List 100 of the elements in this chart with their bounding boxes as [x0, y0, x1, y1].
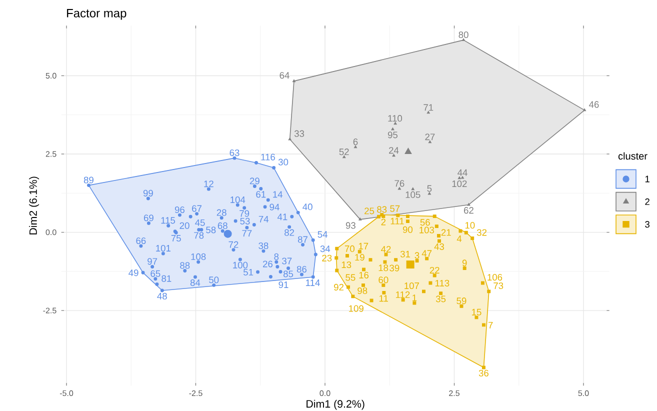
annotation: 14 [273, 191, 282, 198]
annotation: 25 [364, 208, 374, 214]
annotation: 39 [390, 264, 400, 272]
annotation: 85 [283, 270, 294, 278]
annotation: 6 [353, 138, 358, 146]
annotation: 72 [228, 241, 238, 248]
annotation: 68 [218, 222, 228, 230]
annotation: 64 [280, 72, 290, 79]
annotation: 56 [420, 219, 430, 226]
annotation: 111 [390, 218, 404, 224]
annotation: 52 [339, 148, 349, 156]
annotation: 57 [390, 205, 400, 212]
annotation: 10 [465, 222, 475, 229]
annotation: 108 [191, 253, 206, 260]
annotation: 88 [180, 262, 190, 269]
annotation: 89 [84, 176, 94, 184]
annotation: 87 [298, 236, 308, 243]
annotation: 58 [206, 226, 216, 234]
legend-label: 3 [645, 221, 650, 228]
annotation: 62 [464, 207, 474, 214]
annotation: 1 [412, 294, 417, 302]
annotation: 78 [194, 232, 204, 239]
annotation: 50 [209, 276, 219, 284]
annotation: 71 [424, 104, 434, 111]
annotation: 83 [377, 206, 387, 213]
annotation: 2 [381, 218, 386, 226]
annotation: 109 [349, 305, 364, 312]
annotation: 9 [462, 260, 467, 266]
x-tick-label: -2.5 [189, 390, 202, 396]
x-axis-title: Dim1 (9.2%) [306, 400, 364, 410]
annotation: 17 [358, 242, 368, 250]
annotation: 75 [171, 235, 181, 242]
x-tick-label: -5.0 [60, 390, 74, 396]
annotation: 47 [422, 250, 432, 257]
annotation: 105 [406, 191, 420, 198]
annotation: 7 [488, 322, 493, 328]
annotation: 8 [274, 253, 279, 260]
annotation: 34 [320, 246, 330, 252]
annotation: 40 [302, 204, 312, 210]
legend-label: 1 [645, 176, 650, 182]
annotation: 43 [434, 243, 444, 250]
annotation: 66 [136, 237, 146, 244]
annotation: 11 [379, 295, 388, 302]
annotation: 110 [388, 115, 402, 122]
y-tick-label: -2.5 [43, 308, 56, 314]
annotation: 29 [250, 178, 260, 184]
annotation: 45 [195, 219, 205, 226]
annotation: 91 [278, 281, 288, 288]
annotation: 74 [258, 216, 269, 222]
annotation: 79 [240, 210, 250, 217]
legend-title: cluster [618, 152, 648, 160]
annotation: 112 [396, 291, 410, 298]
annotation: 33 [294, 130, 304, 137]
annotation: 95 [388, 132, 398, 138]
annotation: 37 [282, 258, 292, 264]
annotation: 106 [488, 274, 502, 281]
annotation: 38 [258, 242, 268, 250]
annotation: 53 [240, 218, 250, 224]
annotation: 113 [435, 280, 450, 286]
annotation: 114 [306, 280, 320, 286]
annotation: 84 [190, 279, 200, 286]
annotation: 41 [277, 214, 288, 220]
annotation: 20 [180, 222, 190, 229]
annotation: 98 [358, 287, 368, 294]
annotation: 4 [456, 236, 462, 242]
annotation: 104 [230, 196, 246, 204]
annotation: 51 [244, 268, 254, 276]
legend-label: 2 [645, 198, 650, 205]
annotation: 96 [174, 206, 184, 214]
annotation: 24 [389, 147, 399, 154]
annotation: 27 [425, 134, 435, 140]
annotation: 101 [156, 244, 170, 252]
annotation: 102 [452, 180, 467, 188]
annotation: 103 [420, 226, 434, 234]
annotation: 99 [143, 190, 153, 196]
annotation: 92 [334, 284, 344, 291]
annotation: 60 [378, 276, 388, 284]
annotation: 54 [318, 231, 328, 238]
annotation: 59 [456, 298, 466, 304]
annotation: 94 [270, 204, 280, 210]
annotation: 93 [346, 222, 356, 229]
annotation: 46 [589, 101, 599, 108]
annotation: 35 [436, 296, 446, 302]
annotation: 67 [192, 205, 202, 212]
annotation: 97 [148, 258, 158, 265]
annotation: 12 [204, 180, 214, 188]
annotation: 77 [242, 230, 252, 237]
annotation: 22 [430, 266, 440, 274]
annotation: 116 [261, 154, 275, 160]
annotation: 61 [256, 191, 266, 198]
annotation: 49 [128, 270, 138, 276]
annotation: 15 [472, 308, 482, 316]
annotation: 73 [494, 282, 504, 290]
annotation: 86 [296, 266, 306, 273]
annotation: 63 [230, 149, 240, 156]
annotation: 5 [427, 185, 432, 192]
y-axis-title: Dim2 (6.1%) [29, 176, 40, 234]
annotation: 19 [355, 254, 364, 261]
annotation: 44 [458, 169, 468, 176]
annotation: 32 [476, 229, 487, 236]
